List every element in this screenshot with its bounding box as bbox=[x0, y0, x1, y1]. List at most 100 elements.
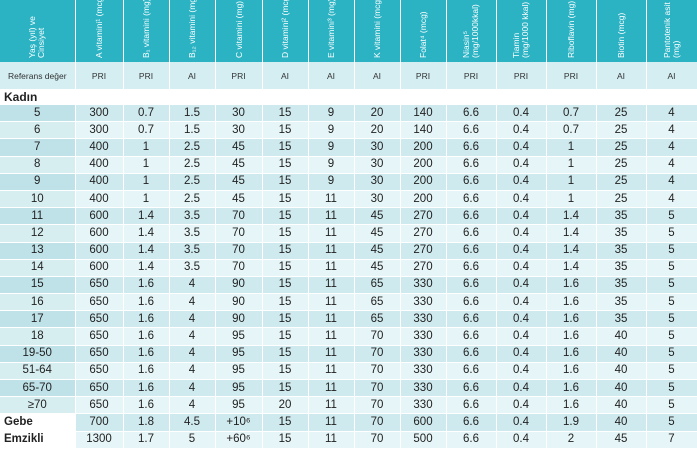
table-cell: 0.4 bbox=[496, 121, 547, 140]
table-cell: 6.6 bbox=[446, 327, 497, 346]
table-cell: 15 bbox=[262, 224, 309, 243]
reference-cell: AI bbox=[308, 62, 355, 89]
table-cell: 45 bbox=[354, 224, 401, 243]
table-cell: 140 bbox=[400, 105, 447, 123]
table-cell: 5 bbox=[646, 207, 697, 226]
table-cell: 11 bbox=[308, 207, 355, 226]
table-cell: 11 bbox=[308, 190, 355, 209]
table-row: 15 650 1.6 4 90 15 11 65 330 6.6 0.4 1.6 35 5 bbox=[0, 276, 697, 295]
table-cell: 9 bbox=[308, 173, 355, 191]
table-cell: 1.9 bbox=[546, 413, 597, 432]
row-label: 6 bbox=[0, 121, 76, 140]
header-col-label: B₁₂ vitamini (mg) bbox=[187, 0, 197, 58]
table-cell: 11 bbox=[308, 431, 355, 449]
table-cell: 300 bbox=[75, 121, 124, 140]
header-col: Tiamin (mg/1000 kkal) bbox=[496, 0, 547, 62]
table-cell: 500 bbox=[400, 431, 447, 449]
table-cell: 45 bbox=[215, 173, 263, 191]
table-cell: 9 bbox=[308, 121, 355, 140]
table-cell: 15 bbox=[262, 413, 309, 432]
table-cell: 6.6 bbox=[446, 293, 497, 312]
table-cell: 0.4 bbox=[496, 413, 547, 432]
header-col-label: B₁ vitamini (mg) bbox=[141, 0, 151, 58]
table-cell: 70 bbox=[354, 396, 401, 415]
table-cell: 1.6 bbox=[123, 327, 170, 346]
table-row: 7 400 1 2.5 45 15 9 30 200 6.6 0.4 1 25 4 bbox=[0, 138, 697, 157]
table-cell: 11 bbox=[308, 293, 355, 312]
group-row: Kadın bbox=[0, 89, 697, 105]
table-cell: 0.4 bbox=[496, 327, 547, 346]
row-label: 18 bbox=[0, 327, 76, 346]
table-cell: 45 bbox=[215, 190, 263, 209]
table-cell: 95 bbox=[215, 362, 263, 381]
table-cell: 1 bbox=[546, 173, 597, 191]
table-cell: 40 bbox=[596, 413, 647, 432]
table-cell: 11 bbox=[308, 276, 355, 295]
table-cell: 15 bbox=[262, 276, 309, 295]
table-cell: 4 bbox=[646, 121, 697, 140]
header-col-label: D vitamini² (mcg) bbox=[280, 0, 290, 58]
table-cell: 400 bbox=[75, 190, 124, 209]
table-cell: 1.6 bbox=[546, 327, 597, 346]
table-cell: 330 bbox=[400, 345, 447, 363]
header-col: C vitamini (mg) bbox=[215, 0, 263, 62]
table-cell: 6.6 bbox=[446, 259, 497, 277]
table-row: 17 650 1.6 4 90 15 11 65 330 6.6 0.4 1.6 35 5 bbox=[0, 310, 697, 329]
table-cell: 25 bbox=[596, 105, 647, 123]
table-cell: 30 bbox=[354, 190, 401, 209]
table-cell: 0.4 bbox=[496, 362, 547, 381]
header-col-label: Pantotenik asit (mg) bbox=[661, 2, 681, 58]
table-cell: 1300 bbox=[75, 431, 124, 449]
table-cell: 1.6 bbox=[546, 310, 597, 329]
table-cell: 4 bbox=[646, 138, 697, 157]
table-cell: 2.5 bbox=[169, 156, 216, 174]
reference-cell: AI bbox=[169, 62, 216, 89]
table-row: 51-64 650 1.6 4 95 15 11 70 330 6.6 0.4 1.6 40 5 bbox=[0, 362, 697, 381]
header-col-label: Biotin (mcg) bbox=[616, 12, 626, 58]
row-label: 14 bbox=[0, 259, 76, 277]
table-cell: 30 bbox=[215, 105, 263, 123]
table-cell: 11 bbox=[308, 310, 355, 329]
table-cell: 6.6 bbox=[446, 121, 497, 140]
table-cell: 6.6 bbox=[446, 362, 497, 381]
table-cell: 90 bbox=[215, 276, 263, 295]
table-cell: 0.4 bbox=[496, 293, 547, 312]
row-label: Gebe bbox=[0, 413, 76, 432]
table-cell: 6.6 bbox=[446, 379, 497, 398]
table-cell: 40 bbox=[596, 379, 647, 398]
table-row: 8 400 1 2.5 45 15 9 30 200 6.6 0.4 1 25 4 bbox=[0, 156, 697, 174]
reference-cell: PRI bbox=[75, 62, 124, 89]
table-cell: 70 bbox=[215, 242, 263, 260]
table-cell: 15 bbox=[262, 431, 309, 449]
group-label: Kadın bbox=[0, 89, 697, 105]
table-cell: 1.5 bbox=[169, 121, 216, 140]
table-cell: 15 bbox=[262, 156, 309, 174]
reference-cell: AI bbox=[262, 62, 309, 89]
table-row: Gebe 700 1.8 4.5 +10⁶ 15 11 70 600 6.6 0.4 1.9 40 5 bbox=[0, 413, 697, 432]
table-cell: 95 bbox=[215, 379, 263, 398]
table-cell: 330 bbox=[400, 293, 447, 312]
table-cell: 1 bbox=[123, 138, 170, 157]
table-cell: 4 bbox=[646, 190, 697, 209]
table-cell: 0.4 bbox=[496, 259, 547, 277]
table-cell: 650 bbox=[75, 362, 124, 381]
table-cell: 0.7 bbox=[123, 121, 170, 140]
table-cell: 15 bbox=[262, 310, 309, 329]
table-cell: 5 bbox=[646, 310, 697, 329]
table-cell: 650 bbox=[75, 276, 124, 295]
table-cell: 0.7 bbox=[123, 105, 170, 123]
table-cell: 70 bbox=[215, 259, 263, 277]
table-cell: 0.4 bbox=[496, 345, 547, 363]
table-cell: 20 bbox=[354, 105, 401, 123]
table-cell: 1.6 bbox=[546, 396, 597, 415]
header-col-label: Tiamin (mg/1000 kkal) bbox=[511, 1, 530, 58]
reference-cell: AI bbox=[596, 62, 647, 89]
table-cell: 35 bbox=[596, 259, 647, 277]
header-col: B₁ vitamini (mg) bbox=[123, 0, 170, 62]
table-cell: 0.7 bbox=[546, 105, 597, 123]
table-cell: 15 bbox=[262, 242, 309, 260]
table-cell: 25 bbox=[596, 156, 647, 174]
table-cell: 70 bbox=[354, 362, 401, 381]
table-cell: 6.6 bbox=[446, 276, 497, 295]
